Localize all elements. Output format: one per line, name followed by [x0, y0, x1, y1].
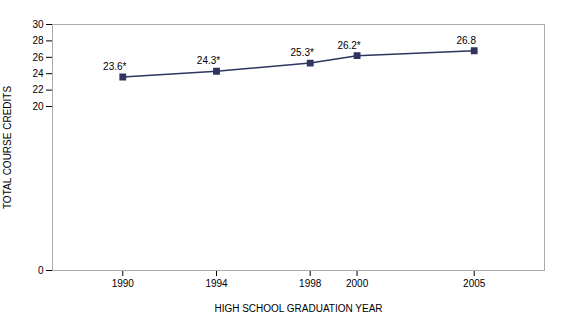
svg-text:2005: 2005	[463, 278, 486, 289]
svg-text:26.8: 26.8	[456, 35, 476, 46]
svg-text:22: 22	[32, 84, 44, 95]
svg-text:20: 20	[32, 101, 44, 112]
svg-text:30: 30	[32, 19, 44, 30]
svg-text:24: 24	[32, 68, 44, 79]
svg-text:28: 28	[32, 35, 44, 46]
svg-text:1990: 1990	[112, 278, 135, 289]
svg-text:26: 26	[32, 52, 44, 63]
svg-text:0: 0	[38, 265, 44, 276]
svg-text:1994: 1994	[205, 278, 228, 289]
svg-text:26.2*: 26.2*	[337, 40, 360, 51]
svg-text:23.6*: 23.6*	[103, 61, 126, 72]
svg-text:24.3*: 24.3*	[197, 55, 220, 66]
svg-text:2000: 2000	[346, 278, 369, 289]
svg-text:25.3*: 25.3*	[291, 47, 314, 58]
svg-text:TOTAL COURSE CREDITS: TOTAL COURSE CREDITS	[2, 86, 13, 209]
svg-text:HIGH SCHOOL GRADUATION YEAR: HIGH SCHOOL GRADUATION YEAR	[214, 303, 382, 314]
svg-text:1998: 1998	[299, 278, 322, 289]
